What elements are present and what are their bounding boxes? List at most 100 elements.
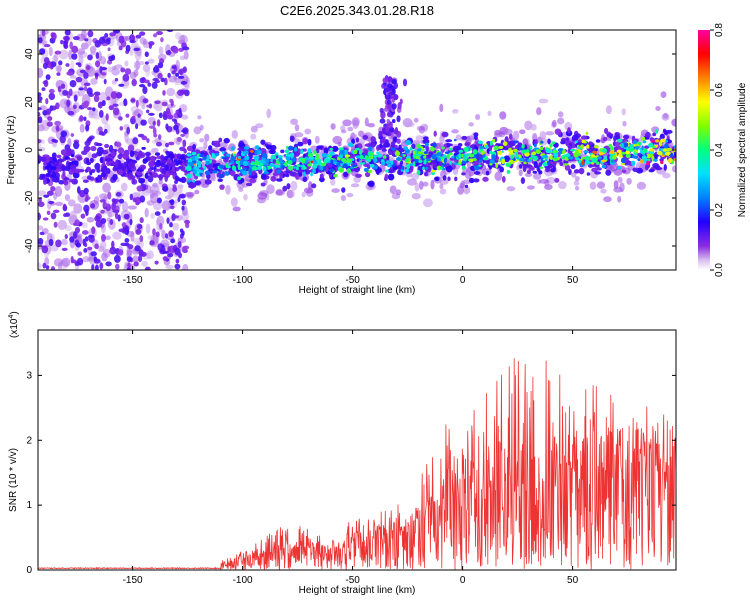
- heatmap-cell: [118, 83, 125, 87]
- heatmap-cell: [74, 219, 80, 227]
- heatmap-cell: [423, 155, 426, 159]
- heatmap-cell: [109, 219, 114, 226]
- heatmap-cell: [358, 149, 363, 156]
- heatmap-cell: [139, 217, 144, 224]
- heatmap-cell: [592, 150, 597, 155]
- heatmap-cell: [51, 177, 56, 182]
- heatmap-cell: [58, 60, 63, 66]
- heatmap-cell: [43, 194, 50, 198]
- heatmap-cell: [554, 177, 560, 183]
- heatmap-cell: [642, 140, 647, 144]
- heatmap-cell: [171, 165, 176, 173]
- snr-x-ticks: -150 -100 -50 0 50: [123, 330, 579, 586]
- heatmap-cell: [177, 241, 182, 248]
- heatmap-cell: [646, 160, 650, 166]
- heatmap-cell: [540, 156, 544, 163]
- heatmap-cell: [294, 124, 300, 132]
- heatmap-cell: [38, 111, 41, 117]
- heatmap-cell: [58, 180, 65, 185]
- heatmap-cell: [464, 143, 470, 147]
- heatmap-cell: [489, 163, 493, 166]
- heatmap-cell: [157, 72, 163, 79]
- heatmap-cell: [86, 158, 90, 165]
- heatmap-cell: [212, 163, 219, 168]
- heatmap-cell: [310, 172, 313, 177]
- heatmap-cell: [120, 67, 126, 73]
- heatmap-cell: [580, 135, 588, 140]
- heatmap-cell: [62, 89, 69, 96]
- heatmap-cell: [452, 145, 460, 153]
- heatmap-cell: [127, 205, 137, 210]
- heatmap-cell: [69, 41, 74, 50]
- heatmap-cell: [514, 152, 518, 158]
- heatmap-cell: [497, 150, 503, 155]
- heatmap-cell: [314, 155, 319, 161]
- heatmap-cell: [63, 179, 69, 186]
- heatmap-cell: [418, 159, 423, 163]
- heatmap-cell: [168, 230, 174, 238]
- heatmap-cell: [584, 155, 591, 162]
- heatmap-cell: [45, 97, 49, 105]
- heatmap-cell: [260, 182, 266, 187]
- heatmap-cell: [478, 159, 483, 163]
- heatmap-cell: [145, 267, 150, 270]
- heatmap-cell: [38, 225, 44, 231]
- heatmap-cell: [85, 124, 90, 132]
- heatmap-cell: [97, 101, 103, 109]
- heatmap-cell: [384, 141, 388, 146]
- heatmap-cell: [152, 33, 158, 38]
- heatmap-cell: [296, 148, 302, 154]
- heatmap-cell: [133, 47, 141, 52]
- spectrogram-x-label: Height of straight line (km): [299, 285, 416, 296]
- heatmap-cell: [300, 149, 304, 155]
- heatmap-cell: [82, 179, 89, 183]
- heatmap-cell: [347, 142, 354, 148]
- heatmap-cell: [578, 167, 585, 175]
- heatmap-cell: [158, 134, 162, 140]
- heatmap-cell: [458, 153, 462, 159]
- heatmap-cell: [314, 135, 320, 144]
- heatmap-cell: [149, 192, 159, 204]
- heatmap-cell: [150, 212, 155, 219]
- heatmap-cell: [129, 71, 137, 80]
- heatmap-cell: [296, 164, 301, 168]
- heatmap-cell: [662, 172, 671, 179]
- heatmap-cell: [61, 165, 67, 171]
- heatmap-cell: [48, 92, 56, 101]
- heatmap-cell: [558, 181, 567, 190]
- heatmap-cell: [86, 146, 91, 151]
- heatmap-cell: [321, 152, 328, 158]
- snr-y-scale-label: (x104): [8, 311, 20, 338]
- heatmap-cell: [346, 168, 351, 174]
- heatmap-cell: [100, 209, 105, 214]
- heatmap-cell: [523, 161, 527, 165]
- heatmap-cell: [307, 152, 314, 158]
- heatmap-cell: [107, 66, 113, 73]
- heatmap-cell: [415, 156, 421, 160]
- heatmap-cell: [92, 113, 102, 120]
- heatmap-cell: [532, 151, 536, 156]
- heatmap-cell: [503, 128, 513, 136]
- heatmap-cell: [125, 44, 131, 52]
- heatmap-cell: [554, 128, 562, 135]
- heatmap-cell: [330, 178, 336, 186]
- heatmap-cell: [617, 138, 623, 143]
- heatmap-cell: [217, 178, 224, 183]
- heatmap-cell: [211, 152, 215, 156]
- heatmap-cell: [522, 165, 527, 173]
- heatmap-cell: [552, 156, 559, 162]
- heatmap-cell: [402, 154, 406, 157]
- heatmap-cell: [289, 135, 295, 142]
- heatmap-cell: [379, 107, 384, 114]
- heatmap-cell: [176, 136, 182, 142]
- heatmap-cell: [405, 121, 415, 128]
- heatmap-cell: [347, 126, 354, 132]
- heatmap-cell: [41, 87, 46, 91]
- heatmap-cell: [144, 172, 149, 179]
- heatmap-cell: [154, 168, 161, 172]
- heatmap-cell: [616, 149, 622, 153]
- heatmap-cell: [650, 139, 656, 143]
- heatmap-cell: [107, 47, 111, 52]
- heatmap-cell: [167, 72, 171, 78]
- heatmap-cell: [423, 171, 429, 177]
